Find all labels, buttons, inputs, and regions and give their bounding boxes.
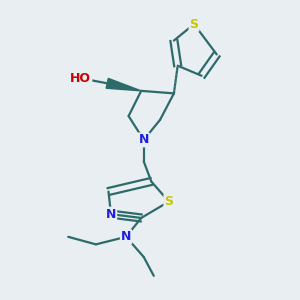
Text: HO: HO [70,72,91,85]
Text: S: S [164,195,173,208]
Text: N: N [121,230,131,243]
Text: N: N [106,208,116,221]
Polygon shape [106,78,141,91]
Text: N: N [139,134,149,146]
Text: S: S [190,18,199,31]
